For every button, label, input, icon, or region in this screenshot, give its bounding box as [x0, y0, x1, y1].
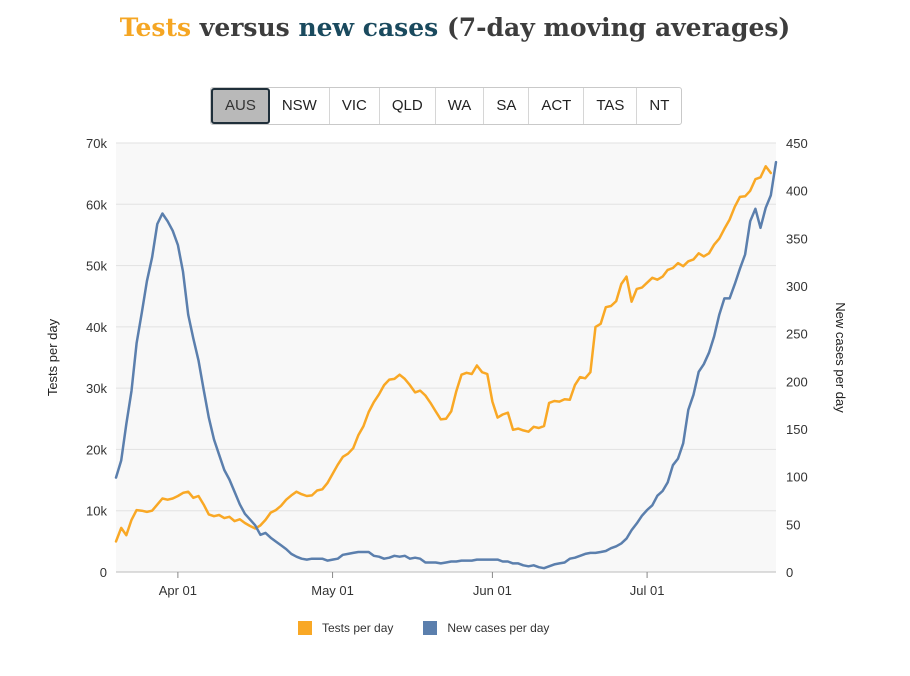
right-tick-label: 300: [786, 279, 808, 294]
tab-tas[interactable]: TAS: [584, 88, 638, 124]
tab-aus[interactable]: AUS: [211, 88, 270, 124]
legend-item-tests[interactable]: Tests per day: [298, 621, 393, 635]
left-tick-label: 10k: [86, 504, 107, 519]
right-tick-label: 400: [786, 184, 808, 199]
left-tick-label: 20k: [86, 442, 107, 457]
cases-line: [114, 160, 778, 570]
x-axis: Apr 01 May 01 Jun 01 Jul 01: [116, 571, 776, 598]
tab-wa[interactable]: WA: [436, 88, 485, 124]
left-axis-title: Tests per day: [45, 318, 60, 396]
right-tick-label: 200: [786, 374, 808, 389]
left-tick-label: 0: [100, 565, 107, 580]
title-subtitle: (7-day moving averages): [438, 13, 791, 42]
right-tick-label: 100: [786, 470, 808, 485]
right-tick-label: 350: [786, 231, 808, 246]
title-tests: Tests: [119, 13, 192, 42]
x-tick-label: May 01: [311, 583, 354, 598]
legend-label-tests: Tests per day: [322, 621, 394, 635]
right-tick-label: 150: [786, 422, 808, 437]
chart-title: Tests versus new cases (7-day moving ave…: [0, 10, 910, 46]
tab-sa[interactable]: SA: [484, 88, 530, 124]
tests-line: [114, 165, 773, 543]
title-versus: versus: [191, 13, 299, 42]
right-tick-label: 50: [786, 517, 800, 532]
right-tick-label: 0: [786, 565, 793, 580]
right-axis-title: New cases per day: [833, 302, 848, 413]
x-tick-label: Apr 01: [159, 583, 197, 598]
left-axis: 0 10k 20k 30k 40k 50k 60k 70k: [86, 136, 107, 580]
right-tick-label: 250: [786, 327, 808, 342]
legend-label-cases: New cases per day: [447, 621, 550, 635]
legend: Tests per day New cases per day: [298, 621, 549, 635]
right-tick-label: 450: [786, 136, 808, 151]
left-tick-label: 50k: [86, 259, 107, 274]
tab-nt[interactable]: NT: [649, 97, 670, 114]
tab-nsw[interactable]: NSW: [270, 88, 330, 124]
title-new-cases: new cases: [298, 13, 439, 42]
x-tick-label: Jun 01: [473, 583, 512, 598]
tab-qld[interactable]: QLD: [380, 88, 436, 124]
left-tick-label: 70k: [86, 136, 107, 151]
left-tick-label: 40k: [86, 320, 107, 335]
legend-item-cases[interactable]: New cases per day: [423, 621, 549, 635]
plot-area: [116, 143, 776, 572]
tab-vic[interactable]: VIC: [330, 88, 380, 124]
legend-swatch-cases: [423, 621, 438, 635]
right-axis: 0 50 100 150 200 250 300 350 400 450: [786, 136, 808, 580]
series-lines: [114, 160, 778, 570]
tab-act[interactable]: ACT: [529, 88, 585, 124]
region-tabs: AUS NSW VIC QLD WA SA ACT TAS NT: [210, 87, 683, 125]
left-tick-label: 60k: [86, 197, 107, 212]
x-tick-label: Jul 01: [630, 583, 665, 598]
legend-swatch-tests: [298, 621, 312, 635]
left-tick-label: 30k: [86, 381, 107, 396]
